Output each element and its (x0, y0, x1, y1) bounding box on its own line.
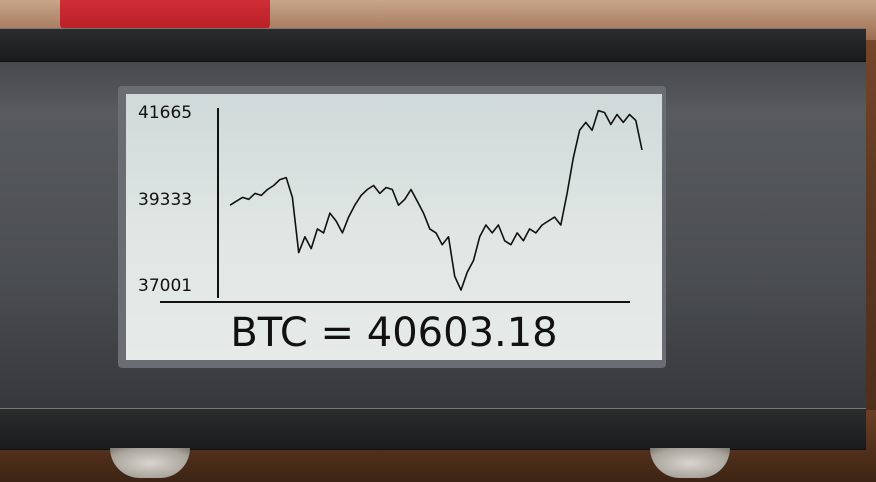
acrylic-bottom-plate (0, 408, 866, 450)
red-object (60, 0, 270, 30)
price-chart: 41665 39333 37001 BTC = 40603.18 (138, 103, 643, 356)
price-series-line (229, 109, 643, 291)
y-tick-label-max: 41665 (138, 103, 192, 123)
btc-price-label: BTC = 40603.18 (230, 310, 557, 356)
acrylic-top-plate (0, 28, 866, 62)
y-tick-label-min: 37001 (138, 276, 192, 296)
eink-screen: 41665 39333 37001 BTC = 40603.18 (126, 94, 662, 360)
y-tick-label-mid: 39333 (138, 190, 192, 210)
